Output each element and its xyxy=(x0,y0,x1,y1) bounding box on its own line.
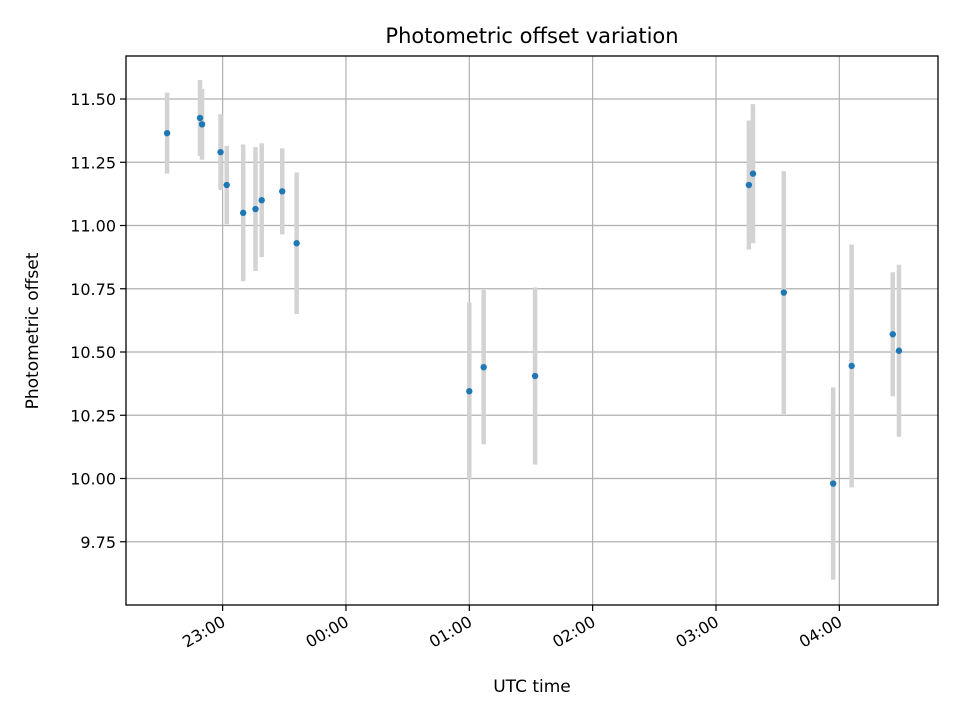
grid-lines xyxy=(126,56,938,605)
axis-ticks: 23:00 00:00 01:00 02:00 03:00 04:00 9.75 10.00 1… xyxy=(70,90,845,652)
data-point xyxy=(749,170,757,177)
error-bars xyxy=(164,80,902,580)
x-tick-label: 03:00 xyxy=(673,612,722,652)
x-tick-label: 04:00 xyxy=(796,612,845,652)
data-point xyxy=(780,289,788,296)
data-point xyxy=(895,347,903,354)
data-points xyxy=(163,114,903,487)
y-tick-label: 10.50 xyxy=(70,343,116,362)
y-tick-label: 11.25 xyxy=(70,153,116,172)
y-axis-label: Photometric offset xyxy=(23,252,43,409)
y-tick-label: 11.00 xyxy=(70,217,116,236)
y-tick-label: 11.50 xyxy=(70,90,116,109)
data-point xyxy=(745,181,753,189)
y-tick-label: 10.25 xyxy=(70,406,116,425)
plot-frame xyxy=(125,55,939,606)
x-tick-label: 23:00 xyxy=(179,612,228,652)
data-point xyxy=(293,240,300,247)
data-point xyxy=(223,181,230,189)
data-point xyxy=(196,114,204,122)
x-tick-label: 02:00 xyxy=(549,612,598,652)
data-point xyxy=(889,331,896,338)
y-tick-label: 9.75 xyxy=(80,533,116,552)
data-point xyxy=(258,197,265,204)
data-point xyxy=(279,188,286,195)
y-tick-label: 10.00 xyxy=(70,470,116,489)
data-point xyxy=(829,480,837,487)
data-point xyxy=(239,209,247,217)
data-point xyxy=(531,372,539,380)
data-point xyxy=(480,363,487,371)
x-tick-label: 01:00 xyxy=(426,612,475,652)
y-tick-label: 10.75 xyxy=(70,280,116,299)
x-axis-label: UTC time xyxy=(493,677,571,697)
data-point xyxy=(252,205,259,213)
x-tick-label: 00:00 xyxy=(303,612,352,652)
data-point xyxy=(198,121,206,128)
data-point xyxy=(217,148,224,156)
data-point xyxy=(163,129,171,137)
data-point xyxy=(466,388,473,395)
chart-title: Photometric offset variation xyxy=(385,24,678,48)
data-point xyxy=(848,362,855,370)
